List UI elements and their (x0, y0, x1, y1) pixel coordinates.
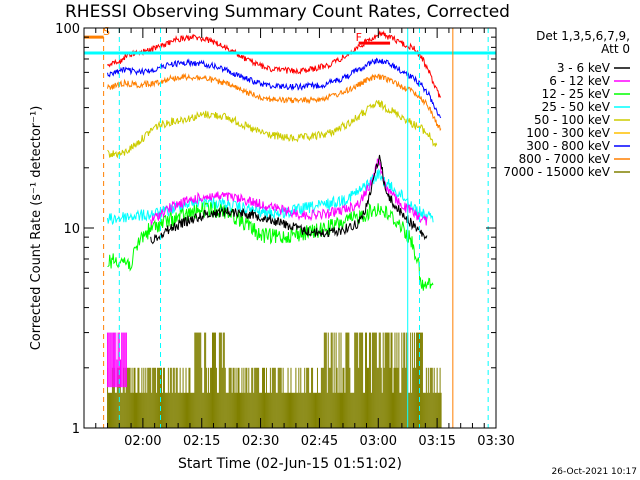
legend-label: 800 - 7000 keV (519, 152, 611, 166)
series-red-trace (107, 30, 442, 98)
legend-header-detectors: Det 1,3,5,6,7,9, (536, 29, 630, 43)
series-6-12-kev (150, 158, 428, 226)
series-12-25-kev (107, 200, 434, 291)
x-tick-label: 02:45 (301, 434, 338, 449)
x-tick-label: 02:30 (242, 434, 279, 449)
x-tick-label: 02:15 (183, 434, 220, 449)
x-tick-label: 03:00 (360, 434, 397, 449)
flag-label-f: F (356, 31, 362, 44)
axis-ticks: 02:00 02:15 02:30 02:45 03:00 03:15 03:30 1 10 10… (55, 22, 515, 449)
timestamp: 26-Oct-2021 10:17 (552, 467, 637, 477)
x-tick-label: 02:00 (124, 434, 161, 449)
y-axis-label: Corrected Count Rate (s⁻¹ detector⁻¹) (29, 106, 44, 351)
y-tick-label: 10 (63, 222, 80, 237)
series-300-800-kev (107, 57, 442, 119)
legend-label: 25 - 50 keV (542, 100, 611, 114)
legend-header-attenuator: Att 0 (601, 42, 630, 56)
legend-label: 3 - 6 keV (557, 61, 611, 75)
legend-label: 300 - 800 keV (526, 139, 610, 153)
legend-label: 6 - 12 keV (549, 74, 611, 88)
series-800-7000-kev (107, 72, 442, 132)
series-3-6-kev (150, 154, 428, 245)
y-tick-label: 1 (72, 422, 80, 437)
series-layer (107, 30, 442, 428)
x-tick-label: 03:15 (418, 434, 455, 449)
chart-title: RHESSI Observing Summary Count Rates, Co… (65, 2, 510, 22)
legend-label: 100 - 300 keV (526, 126, 610, 140)
y-tick-label: 100 (55, 22, 80, 37)
legend-label: 7000 - 15000 keV (503, 165, 610, 179)
series-50-100-kev (107, 99, 438, 159)
x-axis-label: Start Time (02-Jun-15 01:51:02) (178, 456, 402, 472)
x-tick-label: 03:30 (477, 434, 514, 449)
legend-label: 12 - 25 keV (542, 87, 611, 101)
flag-label-s: S (103, 25, 110, 38)
legend-label: 50 - 100 keV (534, 113, 611, 127)
